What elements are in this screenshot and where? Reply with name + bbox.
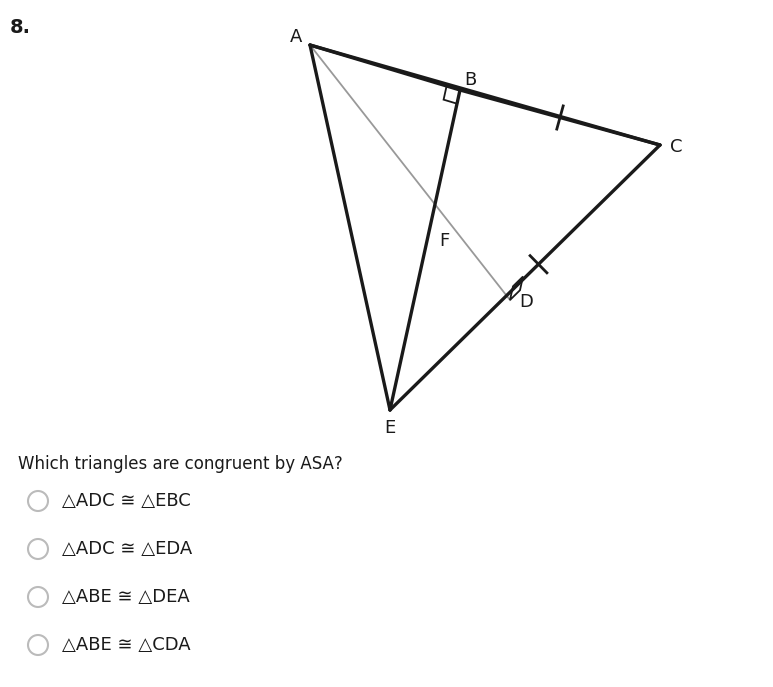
Text: B: B [464, 71, 476, 89]
Text: F: F [439, 232, 449, 250]
Text: △ABE ≅ △DEA: △ABE ≅ △DEA [62, 588, 189, 606]
Text: C: C [669, 138, 683, 156]
Text: D: D [519, 293, 533, 311]
Text: E: E [384, 419, 396, 437]
Text: △ABE ≅ △CDA: △ABE ≅ △CDA [62, 636, 191, 654]
Text: Which triangles are congruent by ASA?: Which triangles are congruent by ASA? [18, 455, 342, 473]
Text: A: A [290, 28, 302, 46]
Text: △ADC ≅ △EDA: △ADC ≅ △EDA [62, 540, 192, 558]
Text: 8.: 8. [10, 18, 31, 37]
Text: △ADC ≅ △EBC: △ADC ≅ △EBC [62, 492, 191, 510]
